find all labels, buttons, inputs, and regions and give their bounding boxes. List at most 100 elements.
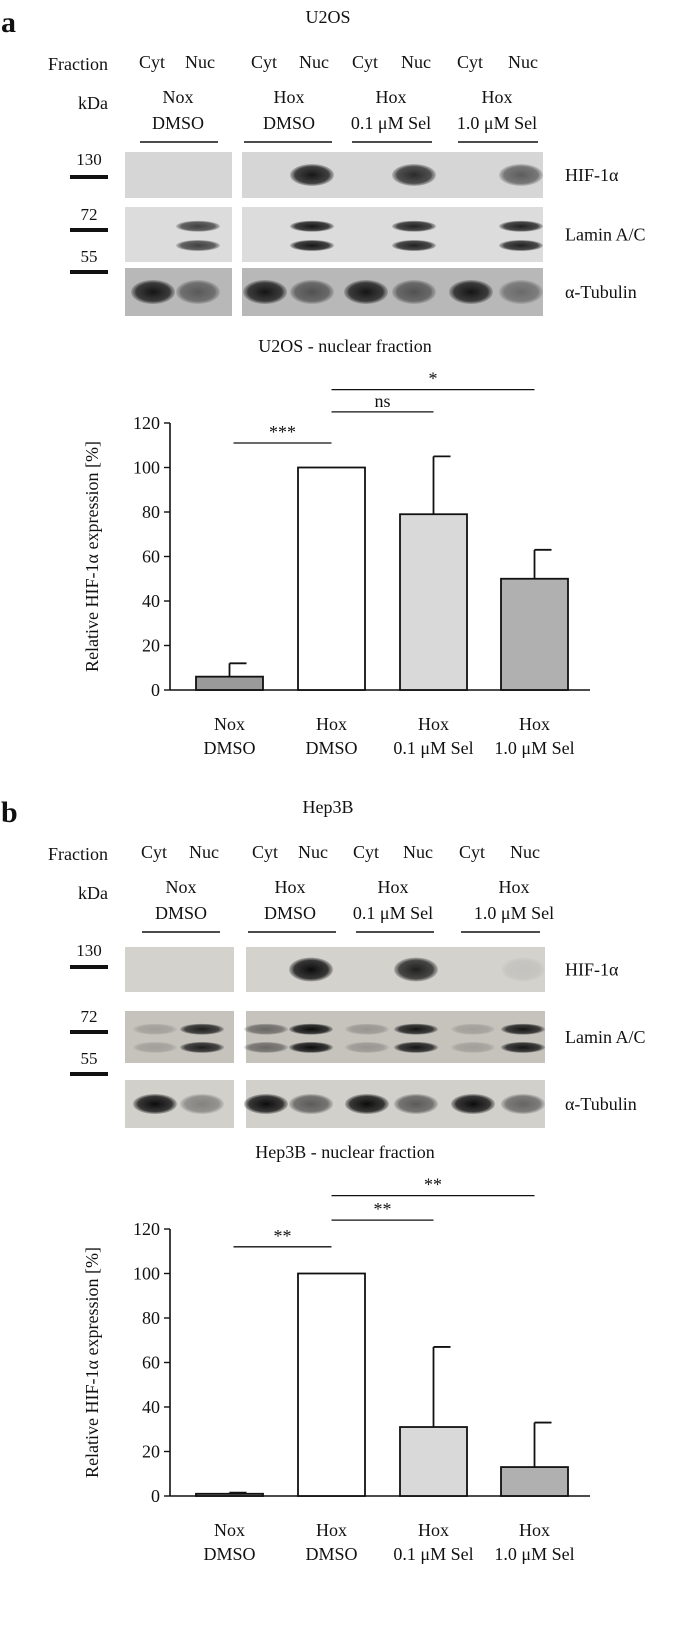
blot-band [289, 1094, 333, 1114]
lane-label: Nuc [299, 52, 329, 72]
group-label-line2: DMSO [155, 903, 207, 923]
lane-label: Cyt [352, 52, 378, 72]
y-tick-label: 40 [142, 591, 160, 611]
blot-band [394, 1023, 438, 1035]
blot-band [501, 1094, 545, 1114]
group-label-line2: 1.0 μM Sel [474, 903, 554, 923]
bar [399, 1426, 468, 1497]
marker-bar [70, 228, 108, 232]
kda-label: kDa [78, 883, 108, 903]
blot-strip [242, 207, 543, 262]
blot-band [289, 957, 333, 982]
bar [297, 1272, 366, 1497]
blot-band [501, 1041, 545, 1053]
blot-label: Lamin A/C [565, 1027, 646, 1047]
blot-band [244, 1094, 288, 1114]
blot-band [289, 1041, 333, 1053]
blot-band [451, 1041, 495, 1053]
x-tick-label: Hox [316, 714, 347, 734]
x-tick-label: DMSO [305, 1544, 357, 1564]
blot-strip [125, 152, 232, 198]
blot-band [133, 1094, 177, 1114]
y-tick-label: 120 [133, 413, 160, 433]
blot-label: HIF-1α [565, 960, 619, 980]
y-tick-label: 100 [133, 1264, 160, 1284]
blot-strip [125, 1011, 234, 1063]
group-label-line2: 0.1 μM Sel [351, 113, 431, 133]
blot-band [176, 280, 220, 304]
blot-band [392, 240, 436, 251]
blot-band [392, 220, 436, 232]
group-label-line1: Hox [376, 87, 407, 107]
y-tick-label: 60 [142, 547, 160, 567]
bar-chart: U2OS - nuclear fraction 0 20 40 60 80 100 120 Re… [82, 336, 590, 758]
bar [500, 1466, 569, 1497]
x-tick-label: 1.0 μM Sel [494, 738, 574, 758]
group-label-line2: 0.1 μM Sel [353, 903, 433, 923]
blot-band [394, 957, 438, 982]
y-tick-label: 0 [151, 680, 160, 700]
lane-label: Cyt [353, 842, 379, 862]
blot-band [501, 1023, 545, 1035]
blot-band [394, 1094, 438, 1114]
lane-label: Nuc [510, 842, 540, 862]
blot-band [499, 280, 543, 304]
blot-label: α-Tubulin [565, 1094, 637, 1114]
y-axis-label: Relative HIF-1α expression [%] [82, 441, 102, 672]
blot-band [180, 1041, 224, 1053]
y-tick-label: 120 [133, 1219, 160, 1239]
group-label-line2: 1.0 μM Sel [457, 113, 537, 133]
blot-band [290, 220, 334, 232]
group-label-line1: Hox [499, 877, 530, 897]
blot-band [290, 164, 334, 186]
blot-band [451, 1023, 495, 1035]
blot-strip [125, 947, 234, 992]
blot-band [345, 1023, 389, 1035]
x-tick-label: DMSO [203, 738, 255, 758]
marker-bar [70, 1072, 108, 1076]
marker-bar [70, 1030, 108, 1034]
x-tick-label: Hox [519, 714, 550, 734]
x-tick-label: Hox [418, 1520, 449, 1540]
marker-label: 72 [81, 205, 98, 224]
group-label-line1: Nox [166, 877, 197, 897]
lane-label: Cyt [252, 842, 278, 862]
bar-chart: Hep3B - nuclear fraction 0 20 40 60 80 100 120 R… [82, 1142, 590, 1564]
marker-bar [70, 270, 108, 274]
x-tick-label: Nox [214, 714, 245, 734]
fraction-label: Fraction [48, 844, 108, 864]
group-label-line2: DMSO [264, 903, 316, 923]
marker-bar [70, 175, 108, 179]
x-tick-label: Hox [418, 714, 449, 734]
blot-band [345, 1094, 389, 1114]
group-label-line2: DMSO [152, 113, 204, 133]
blot-band [345, 1041, 389, 1053]
y-tick-label: 0 [151, 1486, 160, 1506]
blot-band [180, 1023, 224, 1035]
group-label-line1: Hox [275, 877, 306, 897]
blot-band [176, 220, 220, 232]
panel-letter: b [1, 796, 18, 829]
lane-label: Cyt [459, 842, 485, 862]
blot-band [244, 1023, 288, 1035]
blot-band [344, 280, 388, 304]
y-tick-label: 20 [142, 1442, 160, 1462]
marker-label: 130 [76, 941, 102, 960]
chart-title: Hep3B - nuclear fraction [255, 1142, 434, 1162]
group-label-line2: DMSO [263, 113, 315, 133]
x-tick-label: 0.1 μM Sel [393, 1544, 473, 1564]
blot-band [290, 280, 334, 304]
significance-label: * [429, 369, 438, 389]
lane-label: Nuc [298, 842, 328, 862]
x-tick-label: Hox [519, 1520, 550, 1540]
panel-a: a U2OS Fraction Cyt Nuc Cyt Nuc Cyt Nuc Cyt Nuc kDa… [1, 6, 646, 316]
bar [297, 466, 366, 691]
blot-band [499, 220, 543, 232]
bar [500, 577, 569, 691]
significance-label: ** [424, 1175, 442, 1195]
blot-band [449, 280, 493, 304]
blot-label: HIF-1α [565, 165, 619, 185]
lane-label: Nuc [403, 842, 433, 862]
marker-bar [70, 965, 108, 969]
